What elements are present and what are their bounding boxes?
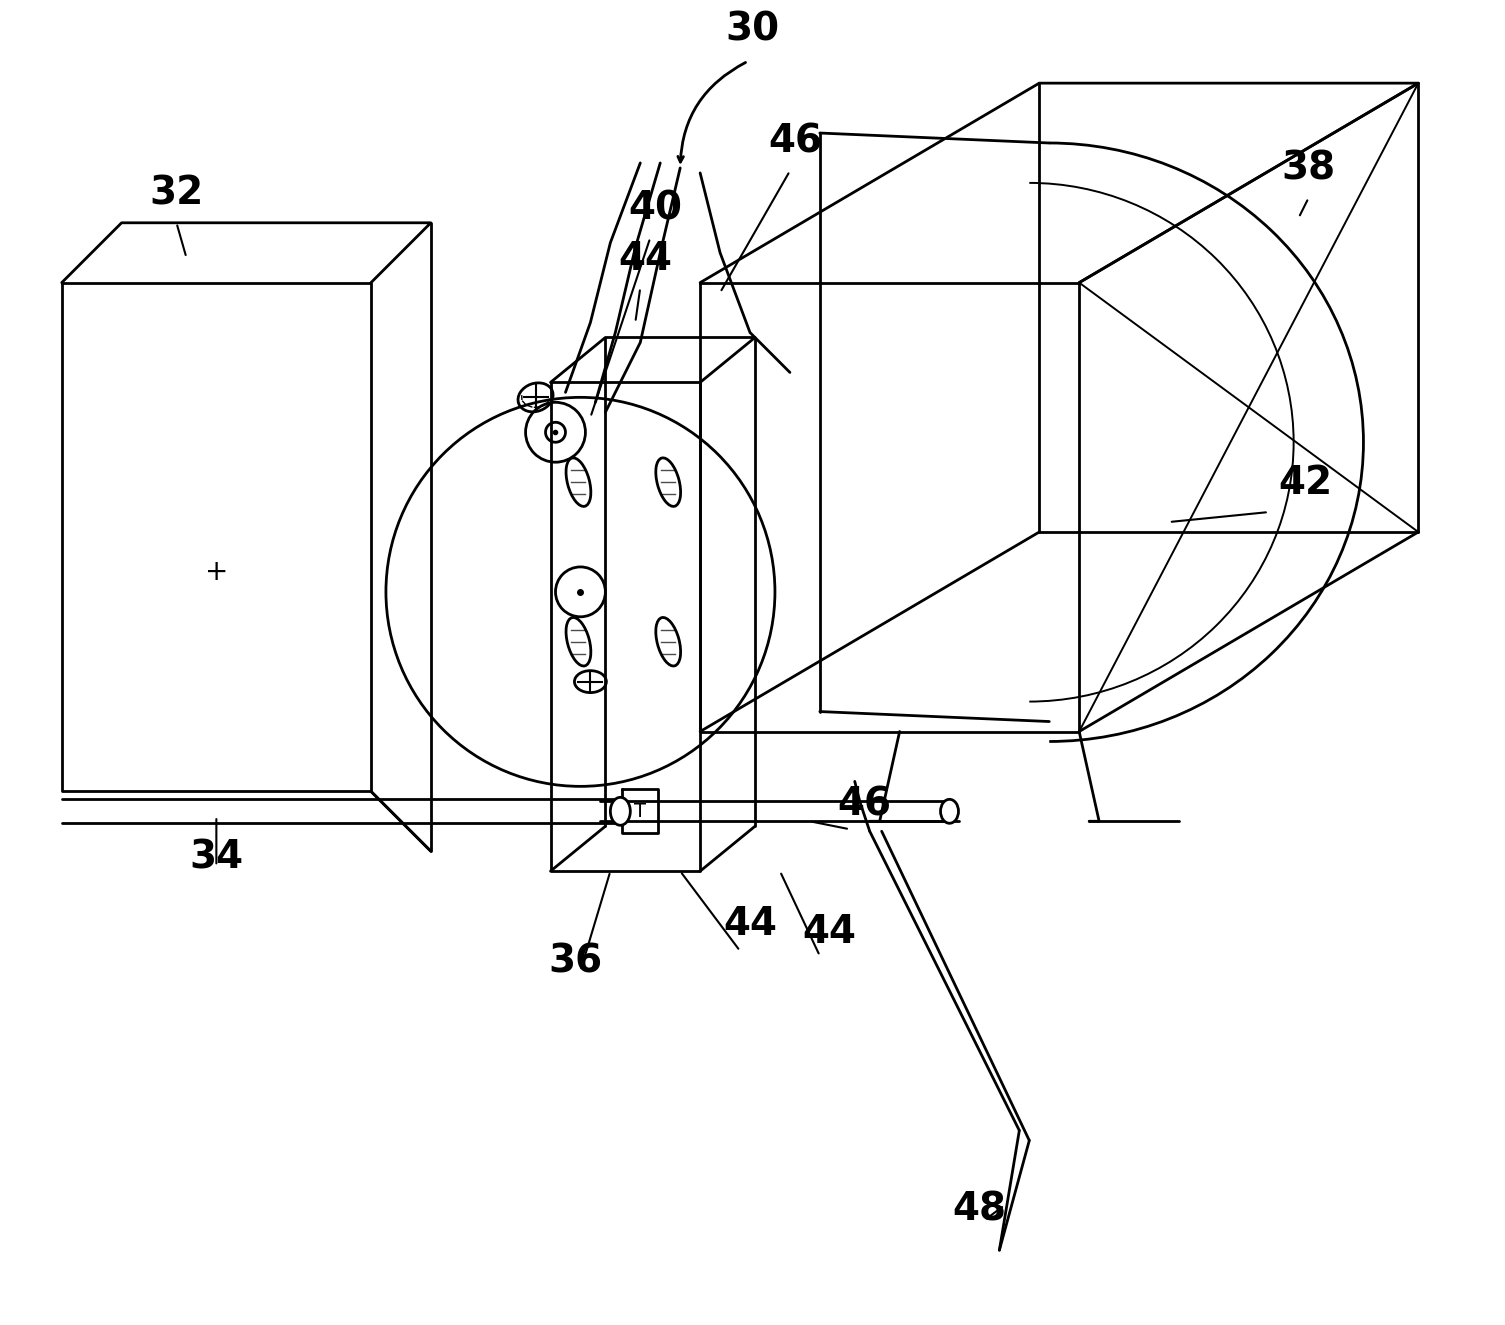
Text: 32: 32 — [149, 175, 203, 213]
Text: 40: 40 — [628, 189, 682, 228]
Text: 44: 44 — [802, 913, 856, 951]
Ellipse shape — [611, 798, 631, 825]
Ellipse shape — [941, 799, 959, 823]
Text: 38: 38 — [1282, 150, 1335, 188]
Text: 30: 30 — [725, 11, 780, 48]
Text: 42: 42 — [1279, 464, 1333, 502]
Text: 48: 48 — [953, 1190, 1007, 1228]
Text: 34: 34 — [190, 839, 244, 876]
Text: 44: 44 — [722, 905, 777, 943]
Text: +: + — [205, 558, 229, 586]
Text: T: T — [634, 802, 646, 820]
Text: 44: 44 — [619, 240, 673, 278]
Text: 36: 36 — [548, 943, 602, 980]
Text: 46: 46 — [838, 786, 892, 823]
Text: 46: 46 — [768, 123, 822, 160]
